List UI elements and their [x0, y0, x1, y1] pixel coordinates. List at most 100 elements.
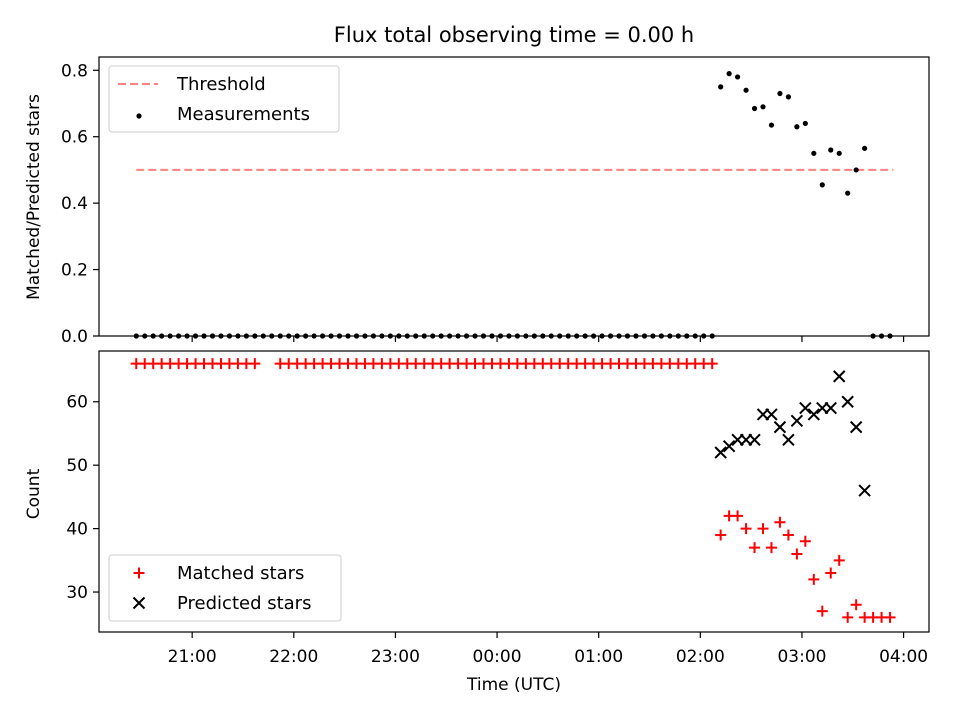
measurement-point: [167, 333, 173, 339]
legend-matched-label: Matched stars: [177, 563, 304, 584]
measurement-point: [362, 333, 368, 339]
matched-star-point: [833, 554, 845, 566]
chart-title: Flux total observing time = 0.00 h: [334, 23, 694, 47]
measurement-point: [726, 71, 732, 77]
top-panel: 0.0 0.2 0.4 0.6 0.8 Threshold Measurements: [61, 56, 930, 347]
measurement-point: [472, 333, 478, 339]
measurement-point: [286, 333, 292, 339]
measurement-point: [489, 333, 495, 339]
bottom-x-tick-label: 02:00: [676, 647, 725, 667]
legend-predicted-swatch: [132, 596, 146, 610]
top-y-tick-label: 0.6: [61, 128, 88, 148]
predicted-star-point: [782, 433, 795, 447]
bottom-plot-frame: [98, 350, 930, 633]
matched-star-point: [799, 535, 811, 547]
measurement-point: [311, 333, 317, 339]
measurement-point: [878, 333, 885, 339]
measurement-point: [218, 333, 224, 339]
top-legend: [108, 65, 340, 133]
matched-star-point: [825, 567, 837, 579]
predicted-star-point: [849, 420, 863, 434]
top-y-tick-label: 0.4: [61, 194, 88, 214]
measurement-point: [616, 333, 622, 339]
bottom-y-tick-label: 50: [66, 456, 88, 476]
legend-matched-swatch: [133, 567, 145, 579]
bottom-y-axis-label: Count: [24, 468, 44, 519]
measurement-point: [802, 120, 808, 127]
measurement-point: [658, 333, 664, 339]
measurement-point: [303, 333, 309, 339]
measurement-point: [430, 333, 436, 339]
measurement-point: [641, 333, 648, 339]
predicted-star-point: [765, 408, 778, 421]
measurement-point: [574, 333, 580, 339]
predicted-star-point: [841, 395, 854, 408]
measurement-point: [531, 333, 537, 339]
bottom-x-tick-label: 22:00: [269, 647, 318, 667]
matched-star-point: [850, 599, 862, 611]
measurement-point: [734, 74, 741, 80]
measurement-point: [150, 333, 156, 339]
measurement-point: [252, 333, 258, 339]
matched-star-point: [791, 548, 803, 560]
measurement-point: [260, 333, 266, 339]
measurement-point: [184, 333, 190, 339]
measurement-point: [828, 147, 834, 153]
matched-star-point: [774, 516, 786, 528]
measurement-point: [463, 333, 470, 339]
measurement-point: [192, 333, 199, 339]
predicted-star-point: [824, 401, 837, 415]
measurement-point: [142, 333, 148, 339]
measurement-point: [794, 124, 800, 130]
measurement-point: [404, 333, 410, 339]
measurement-point: [692, 333, 698, 339]
predicted-star-point: [722, 439, 736, 453]
measurement-point: [277, 333, 283, 339]
measurement-point: [269, 333, 275, 339]
measurement-point: [294, 333, 300, 339]
measurement-point: [387, 333, 393, 339]
measurement-point: [379, 333, 385, 339]
measurement-point: [785, 94, 792, 100]
measurement-point: [650, 333, 656, 339]
matched-star-point: [816, 605, 828, 617]
bottom-panel: 30 40 50 60 21:00 22:00 23:00 00:00 01:00 02:00 03…: [66, 350, 930, 667]
measurement-point: [514, 333, 520, 339]
bottom-x-tick-label: 21:00: [168, 647, 217, 667]
measurement-point: [582, 333, 588, 339]
predicted-star-point: [807, 408, 821, 421]
measurement-point: [336, 333, 343, 339]
bottom-legend: [108, 554, 342, 622]
measurement-point: [853, 167, 859, 173]
measurement-point: [209, 333, 216, 339]
legend-measurements-label: Measurements: [177, 104, 310, 125]
measurement-point: [353, 333, 360, 339]
top-y-tick-label: 0.8: [61, 61, 88, 81]
measurement-point: [718, 84, 724, 90]
bottom-y-tick-label: 30: [66, 583, 88, 603]
bottom-x-tick-label: 04:00: [879, 647, 928, 667]
measurement-point: [235, 333, 241, 339]
measurement-point: [591, 333, 597, 339]
measurement-point: [370, 333, 377, 339]
matched-star-point: [706, 358, 718, 370]
measurement-point: [243, 333, 249, 339]
predicted-star-point: [799, 401, 812, 415]
measurement-point: [421, 333, 427, 339]
legend-measurements-swatch: [136, 113, 142, 119]
measurement-point: [777, 90, 783, 97]
measurement-point: [633, 333, 639, 339]
predicted-star-point: [858, 484, 871, 497]
measurement-point: [760, 104, 766, 110]
matched-star-point: [765, 542, 777, 554]
measurement-point: [565, 333, 571, 339]
top-plot-frame: [98, 56, 930, 337]
predicted-star-point: [833, 370, 846, 383]
measurement-point: [870, 333, 876, 339]
measurement-point: [751, 105, 758, 112]
legend-threshold-label: Threshold: [176, 74, 266, 95]
x-axis-label: Time (UTC): [466, 675, 561, 695]
measurement-point: [819, 182, 825, 188]
measurement-point: [413, 333, 419, 339]
